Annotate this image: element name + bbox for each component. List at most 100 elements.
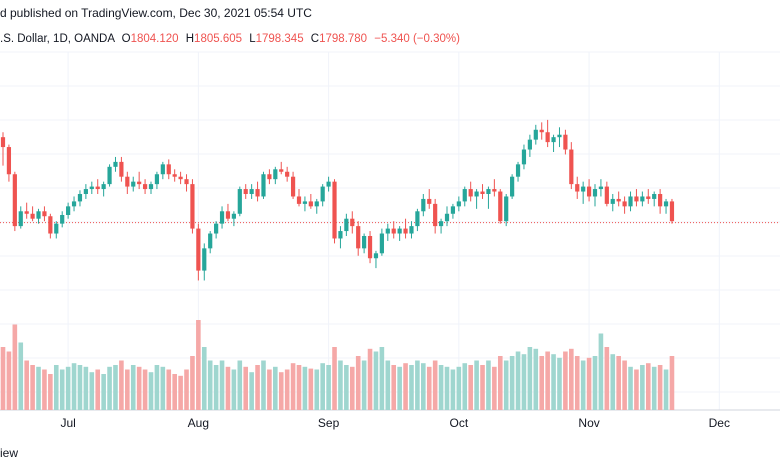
candle-body <box>214 223 219 234</box>
candle-body <box>131 181 136 187</box>
candle-body <box>30 213 35 219</box>
volume-bar <box>255 365 260 410</box>
x-tick-label: Aug <box>188 416 209 430</box>
candle-body <box>154 174 160 185</box>
candle-body <box>101 184 106 190</box>
volume-bar <box>338 360 343 410</box>
candle-body <box>344 218 349 232</box>
volume-bar <box>237 360 243 410</box>
candle-body <box>12 174 17 227</box>
volume-bar <box>190 356 195 410</box>
candle-body <box>267 174 272 180</box>
close-value: 1798.780 <box>319 33 368 45</box>
candle-body <box>521 149 527 165</box>
candle-body <box>332 181 337 239</box>
high-label: H <box>185 33 195 45</box>
candle-body <box>575 184 580 192</box>
volume-bar <box>426 366 432 410</box>
candle-body <box>450 206 456 214</box>
candle-body <box>385 228 390 234</box>
candle-body <box>273 169 278 180</box>
candle-body <box>663 201 669 207</box>
candle-body <box>462 189 467 202</box>
candle-body <box>0 137 6 148</box>
candle-body <box>279 169 284 172</box>
volume-bar <box>71 363 77 410</box>
open-label: O <box>121 33 131 45</box>
x-tick-label: Dec <box>709 416 730 430</box>
candle-body <box>610 198 615 204</box>
candle-body <box>54 223 59 234</box>
candle-body <box>6 147 12 175</box>
volume-bar <box>409 365 414 410</box>
candle-body <box>652 194 657 199</box>
volume-bar <box>432 360 438 410</box>
volume-bar <box>196 320 201 410</box>
candle-body <box>498 191 503 222</box>
volume-bar <box>344 365 349 410</box>
volume-bar <box>119 360 124 410</box>
candle-body <box>166 164 171 175</box>
candle-body <box>391 228 396 234</box>
candle-body <box>308 201 313 207</box>
volume-bar <box>332 347 337 410</box>
candle-body <box>592 189 598 197</box>
volume-bar <box>349 366 355 410</box>
candle-body <box>545 132 550 143</box>
candle-body <box>160 164 165 175</box>
volume-bar <box>249 372 254 410</box>
candle-body <box>202 248 207 271</box>
candle-body <box>527 139 532 150</box>
volume-bar <box>462 363 468 410</box>
volume-bar <box>172 374 177 410</box>
volume-bar <box>373 351 379 410</box>
candle-body <box>261 174 266 197</box>
candle-body <box>113 161 118 167</box>
x-tick-label: Nov <box>578 416 599 430</box>
close-label: C <box>310 33 320 45</box>
candle-body <box>36 211 41 219</box>
candles <box>0 119 675 281</box>
volume-bar <box>391 365 397 410</box>
volume-bar <box>130 365 136 410</box>
volume-bar <box>592 356 598 410</box>
volume-bar <box>148 372 154 410</box>
x-tick-label: Oct <box>450 416 469 430</box>
candle-body <box>249 189 254 194</box>
volume-bar <box>219 360 225 410</box>
volume-bar <box>551 354 556 410</box>
candle-body <box>95 186 100 190</box>
volume-bar <box>438 365 444 410</box>
candle-body <box>557 134 562 138</box>
volume-bar <box>586 357 592 410</box>
candle-body <box>290 176 296 197</box>
volume-bar <box>0 347 6 410</box>
candle-body <box>314 201 319 207</box>
x-tick-label: Sep <box>318 416 340 430</box>
volume-bar <box>557 357 562 410</box>
volume-bar <box>53 365 59 410</box>
volume-bar <box>598 333 604 410</box>
volume-bar <box>616 356 621 410</box>
volume-bar <box>201 347 207 410</box>
volume-bar <box>444 366 450 410</box>
candle-body <box>628 196 633 207</box>
symbol-ohlc-legend: .S. Dollar, 1D, OANDA O1804.120 H1805.60… <box>0 33 460 45</box>
candle-body <box>421 198 426 212</box>
volume-bar <box>450 369 456 410</box>
volume-bar <box>65 366 71 410</box>
volume-bar <box>296 365 302 410</box>
grid <box>0 51 780 410</box>
volume-bar <box>231 369 237 410</box>
candle-body <box>66 206 71 215</box>
candle-body <box>48 216 53 234</box>
volume-bar <box>12 324 18 410</box>
candle-body <box>569 149 574 185</box>
published-caption: d published on TradingView.com, Dec 30, … <box>0 6 312 20</box>
candle-body <box>456 201 461 207</box>
candle-body <box>646 196 651 199</box>
volume-bar <box>527 347 533 410</box>
candle-body <box>296 196 302 204</box>
volume-bar <box>480 365 485 410</box>
